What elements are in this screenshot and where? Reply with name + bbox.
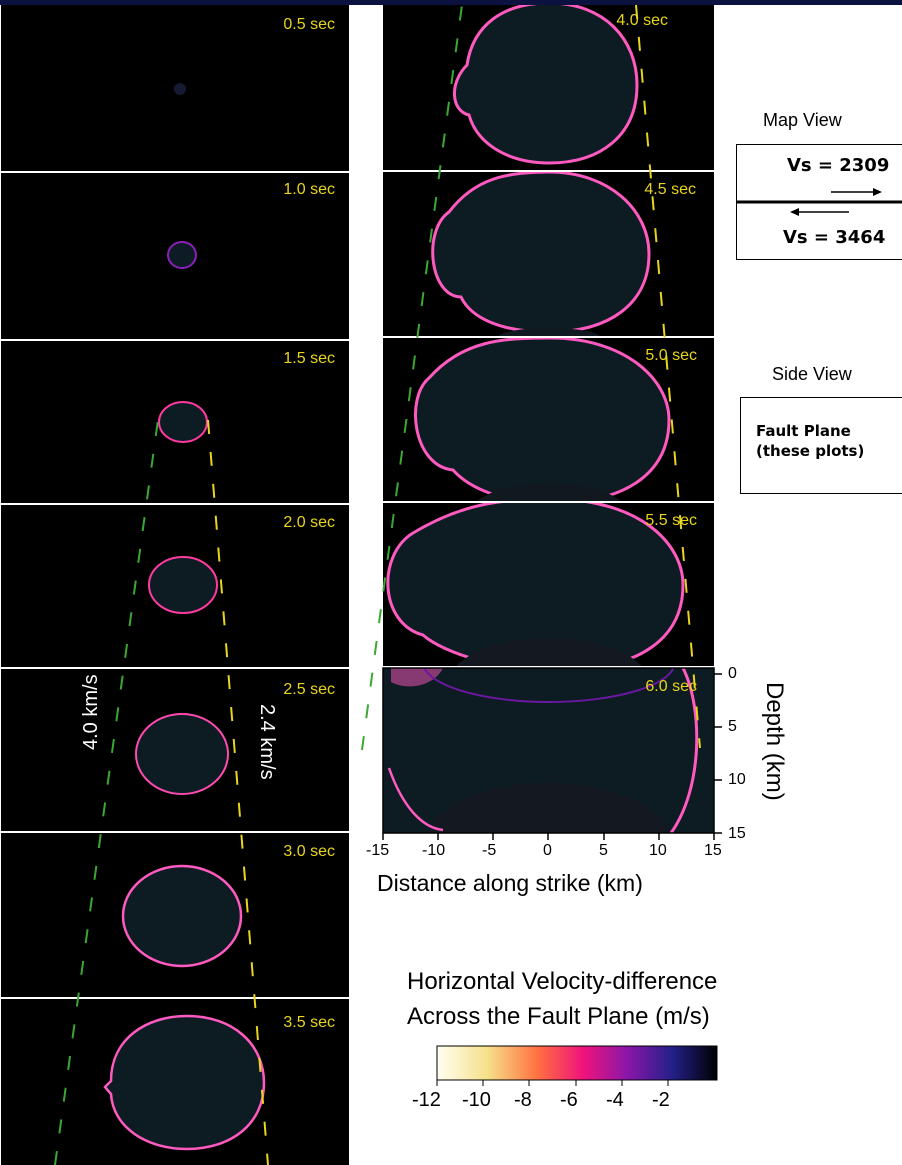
side-view-box: Fault Plane (these plots) — [740, 397, 902, 494]
fast-speed-label: 4.0 km/s — [80, 674, 102, 750]
x-tick: -15 — [366, 842, 390, 859]
time-label: 3.5 sec — [283, 1014, 335, 1031]
slow-speed-label: 2.4 km/s — [256, 704, 278, 780]
y-axis-title: Depth (km) — [761, 682, 788, 801]
snapshot-panel: 2.5 sec — [1, 669, 349, 831]
x-tick: 0 — [543, 842, 552, 859]
left-arrow-icon — [790, 208, 799, 216]
time-label: 4.5 sec — [644, 181, 696, 198]
y-tick: 15 — [728, 825, 746, 842]
snapshot-panel: 6.0 sec — [383, 668, 714, 833]
time-label: 3.0 sec — [283, 843, 335, 860]
snapshot-panel: 5.5 sec — [383, 503, 714, 666]
time-label: 1.5 sec — [283, 350, 335, 367]
colorbar-tick: -2 — [652, 1089, 670, 1111]
time-label: 4.0 sec — [616, 12, 668, 29]
top-bar — [0, 0, 902, 5]
colorbar-title-line1: Horizontal Velocity-difference — [407, 968, 718, 995]
y-tick: 5 — [728, 718, 737, 735]
x-tick: 10 — [649, 842, 667, 859]
time-label: 2.0 sec — [283, 514, 335, 531]
snapshot-panel: 2.0 sec — [1, 505, 349, 667]
x-tick: -10 — [422, 842, 446, 859]
snapshot-plot — [174, 83, 186, 95]
snapshot-plot — [453, 5, 639, 165]
colorbar-tick: -4 — [606, 1089, 624, 1111]
map-view-title: Map View — [763, 110, 842, 130]
snapshot-panel: 1.0 sec — [1, 173, 349, 339]
x-tick: 5 — [599, 842, 608, 859]
snapshot-panel: 4.0 sec — [383, 5, 714, 170]
fault-plane-note: (these plots) — [756, 442, 865, 460]
colorbar-tick: -12 — [412, 1089, 441, 1111]
map-view-diagram — [737, 188, 902, 216]
colorbar-title-line2: Across the Fault Plane (m/s) — [407, 1003, 710, 1030]
fault-plane-label: Fault Plane — [756, 422, 851, 440]
lower-velocity-label: Vs = 3464 — [783, 227, 886, 248]
time-label: 6.0 sec — [645, 678, 697, 695]
colorbar-tick: -8 — [514, 1089, 532, 1111]
snapshot-plot — [158, 401, 208, 443]
upper-velocity-label: Vs = 2309 — [787, 155, 890, 176]
colorbar-gradient — [436, 1045, 718, 1081]
snapshot-panel: 1.5 sec — [1, 341, 349, 503]
snapshot-panel: 3.0 sec — [1, 833, 349, 997]
colorbar-tick: -10 — [462, 1089, 491, 1111]
x-tick: -5 — [482, 842, 497, 859]
y-tick: 0 — [728, 665, 737, 682]
right-arrow-icon — [873, 188, 882, 196]
snapshot-panel: 0.5 sec — [1, 5, 349, 171]
side-view-title: Side View — [772, 364, 852, 384]
snapshot-panel: 5.0 sec — [383, 338, 714, 501]
x-tick: 15 — [704, 842, 722, 859]
map-view-box: Vs = 2309 Vs = 3464 — [736, 144, 902, 260]
snapshot-panel: 3.5 sec — [1, 999, 349, 1165]
time-label: 2.5 sec — [283, 681, 335, 698]
snapshot-plot — [167, 241, 197, 269]
x-axis-title: Distance along strike (km) — [377, 870, 643, 896]
snapshot-panel: 4.5 sec — [383, 172, 714, 336]
time-label: 1.0 sec — [283, 181, 335, 198]
time-label: 5.5 sec — [645, 512, 697, 529]
colorbar-tick: -6 — [560, 1089, 578, 1111]
y-tick: 10 — [728, 771, 746, 788]
time-label: 0.5 sec — [283, 16, 335, 33]
time-label: 5.0 sec — [645, 347, 697, 364]
